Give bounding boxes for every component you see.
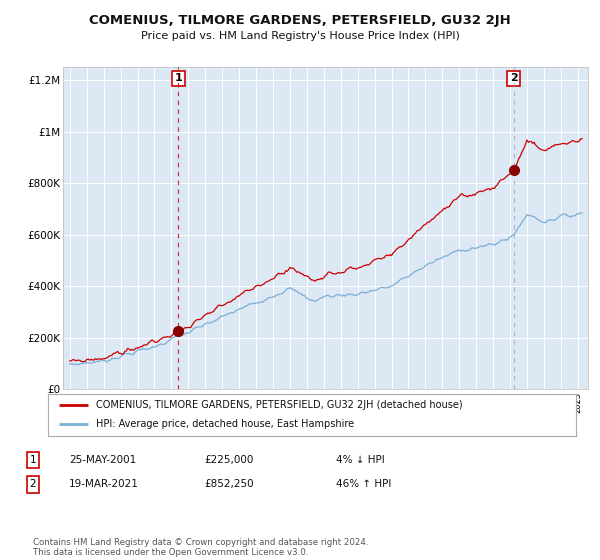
Text: Contains HM Land Registry data © Crown copyright and database right 2024.
This d: Contains HM Land Registry data © Crown c… bbox=[33, 538, 368, 557]
Text: 25-MAY-2001: 25-MAY-2001 bbox=[69, 455, 136, 465]
Text: £225,000: £225,000 bbox=[204, 455, 253, 465]
Text: 19-MAR-2021: 19-MAR-2021 bbox=[69, 479, 139, 489]
Text: 46% ↑ HPI: 46% ↑ HPI bbox=[336, 479, 391, 489]
Text: 4% ↓ HPI: 4% ↓ HPI bbox=[336, 455, 385, 465]
Text: 1: 1 bbox=[29, 455, 37, 465]
Text: 1: 1 bbox=[174, 73, 182, 83]
Text: HPI: Average price, detached house, East Hampshire: HPI: Average price, detached house, East… bbox=[95, 419, 353, 430]
Text: COMENIUS, TILMORE GARDENS, PETERSFIELD, GU32 2JH: COMENIUS, TILMORE GARDENS, PETERSFIELD, … bbox=[89, 14, 511, 27]
Text: 2: 2 bbox=[510, 73, 518, 83]
Text: COMENIUS, TILMORE GARDENS, PETERSFIELD, GU32 2JH (detached house): COMENIUS, TILMORE GARDENS, PETERSFIELD, … bbox=[95, 400, 462, 410]
Text: £852,250: £852,250 bbox=[204, 479, 254, 489]
Text: 2: 2 bbox=[29, 479, 37, 489]
Text: Price paid vs. HM Land Registry's House Price Index (HPI): Price paid vs. HM Land Registry's House … bbox=[140, 31, 460, 41]
